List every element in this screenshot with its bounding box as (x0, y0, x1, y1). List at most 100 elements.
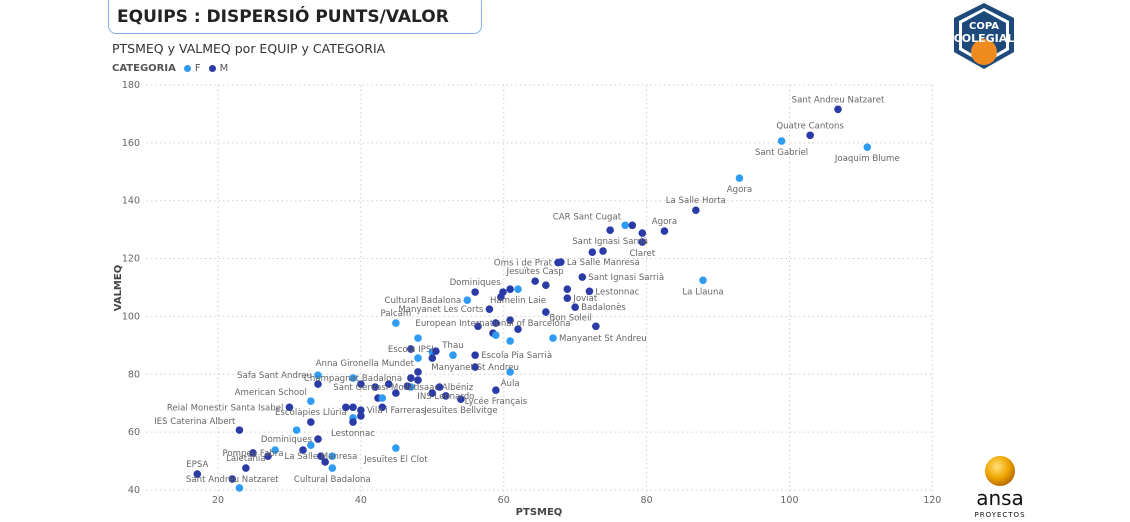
svg-text:PROYECTOS: PROYECTOS (974, 511, 1025, 519)
data-point[interactable] (349, 374, 357, 382)
data-point[interactable] (660, 227, 669, 235)
data-point[interactable] (506, 285, 514, 294)
data-point[interactable] (549, 334, 557, 342)
data-point[interactable] (492, 331, 500, 340)
data-point[interactable] (307, 397, 315, 405)
data-point[interactable] (474, 322, 482, 331)
data-point[interactable] (414, 334, 422, 342)
data-point[interactable] (371, 383, 379, 391)
data-point[interactable] (449, 351, 457, 359)
data-point[interactable] (542, 308, 550, 316)
data-point[interactable] (357, 412, 365, 420)
data-point[interactable] (407, 374, 415, 382)
data-point[interactable] (242, 464, 250, 472)
data-point[interactable] (357, 380, 365, 388)
data-point[interactable] (638, 229, 647, 237)
data-point[interactable] (514, 325, 522, 333)
data-point[interactable] (328, 464, 337, 472)
data-point[interactable] (571, 303, 579, 311)
data-point[interactable] (514, 285, 522, 294)
data-point[interactable] (621, 221, 629, 230)
data-point[interactable] (314, 371, 322, 379)
data-point[interactable] (531, 277, 539, 285)
data-point[interactable] (228, 475, 237, 483)
data-point[interactable] (692, 206, 700, 215)
data-point[interactable] (392, 319, 400, 327)
data-point[interactable] (307, 441, 315, 449)
legend-f-label[interactable]: F (194, 63, 201, 74)
data-point[interactable] (299, 446, 307, 454)
data-point[interactable] (457, 395, 465, 403)
data-point[interactable] (384, 380, 393, 388)
data-point[interactable] (193, 470, 202, 478)
data-point[interactable] (485, 305, 494, 313)
data-point[interactable] (497, 293, 505, 301)
data-point[interactable] (249, 449, 257, 457)
data-point[interactable] (578, 273, 587, 281)
data-point[interactable] (349, 403, 357, 412)
data-point[interactable] (557, 258, 565, 266)
data-point[interactable] (863, 143, 872, 151)
legend-m-label[interactable]: M (219, 63, 229, 74)
data-point[interactable] (378, 394, 387, 402)
data-point[interactable] (599, 247, 607, 255)
data-point[interactable] (357, 406, 365, 414)
data-point[interactable] (506, 316, 514, 324)
data-point[interactable] (442, 392, 450, 400)
data-point[interactable] (307, 418, 315, 426)
data-point[interactable] (806, 131, 814, 140)
data-point[interactable] (471, 363, 479, 371)
data-point[interactable] (285, 403, 294, 412)
data-label: Sant Gervasi Mollet (333, 383, 417, 393)
data-point[interactable] (378, 403, 387, 412)
data-point[interactable] (463, 296, 472, 305)
data-point[interactable] (428, 389, 437, 397)
data-point[interactable] (606, 226, 614, 235)
data-point[interactable] (414, 368, 422, 376)
data-point[interactable] (471, 288, 479, 296)
data-label: Sant Gabriel (755, 148, 808, 158)
data-point[interactable] (506, 337, 514, 345)
data-point[interactable] (235, 484, 244, 492)
data-point[interactable] (471, 351, 479, 359)
data-point[interactable] (414, 376, 422, 384)
data-label: Quatre Cantons (776, 121, 844, 131)
data-point[interactable] (492, 386, 500, 394)
data-point[interactable] (588, 248, 597, 256)
data-point[interactable] (271, 446, 279, 454)
data-point[interactable] (292, 426, 301, 434)
data-point[interactable] (432, 347, 440, 355)
data-point[interactable] (435, 383, 444, 391)
data-point[interactable] (699, 276, 707, 285)
data-point[interactable] (235, 426, 244, 434)
data-point[interactable] (317, 452, 325, 460)
data-point[interactable] (542, 281, 550, 289)
data-point[interactable] (314, 380, 322, 388)
data-point[interactable] (428, 354, 437, 362)
data-point[interactable] (314, 435, 322, 443)
legend: CATEGORIA F M (112, 63, 228, 74)
data-point[interactable] (392, 444, 400, 452)
data-point[interactable] (492, 319, 500, 327)
data-point[interactable] (563, 294, 572, 302)
data-point[interactable] (563, 285, 572, 294)
data-point[interactable] (638, 238, 647, 246)
data-point[interactable] (628, 221, 637, 230)
data-point[interactable] (735, 174, 744, 182)
data-point[interactable] (349, 418, 357, 426)
data-point[interactable] (834, 105, 842, 114)
data-point[interactable] (342, 403, 350, 412)
data-point[interactable] (392, 389, 400, 397)
data-point[interactable] (264, 452, 272, 460)
data-point[interactable] (403, 382, 412, 390)
data-point[interactable] (592, 322, 600, 331)
data-point[interactable] (585, 287, 594, 296)
y-tick-label: 160 (122, 138, 140, 149)
data-point[interactable] (506, 368, 514, 376)
data-point[interactable] (321, 458, 329, 466)
data-point[interactable] (407, 345, 415, 353)
data-point[interactable] (777, 137, 786, 145)
data-point[interactable] (328, 452, 337, 460)
data-point[interactable] (414, 354, 422, 362)
svg-text:COPA: COPA (969, 21, 999, 32)
